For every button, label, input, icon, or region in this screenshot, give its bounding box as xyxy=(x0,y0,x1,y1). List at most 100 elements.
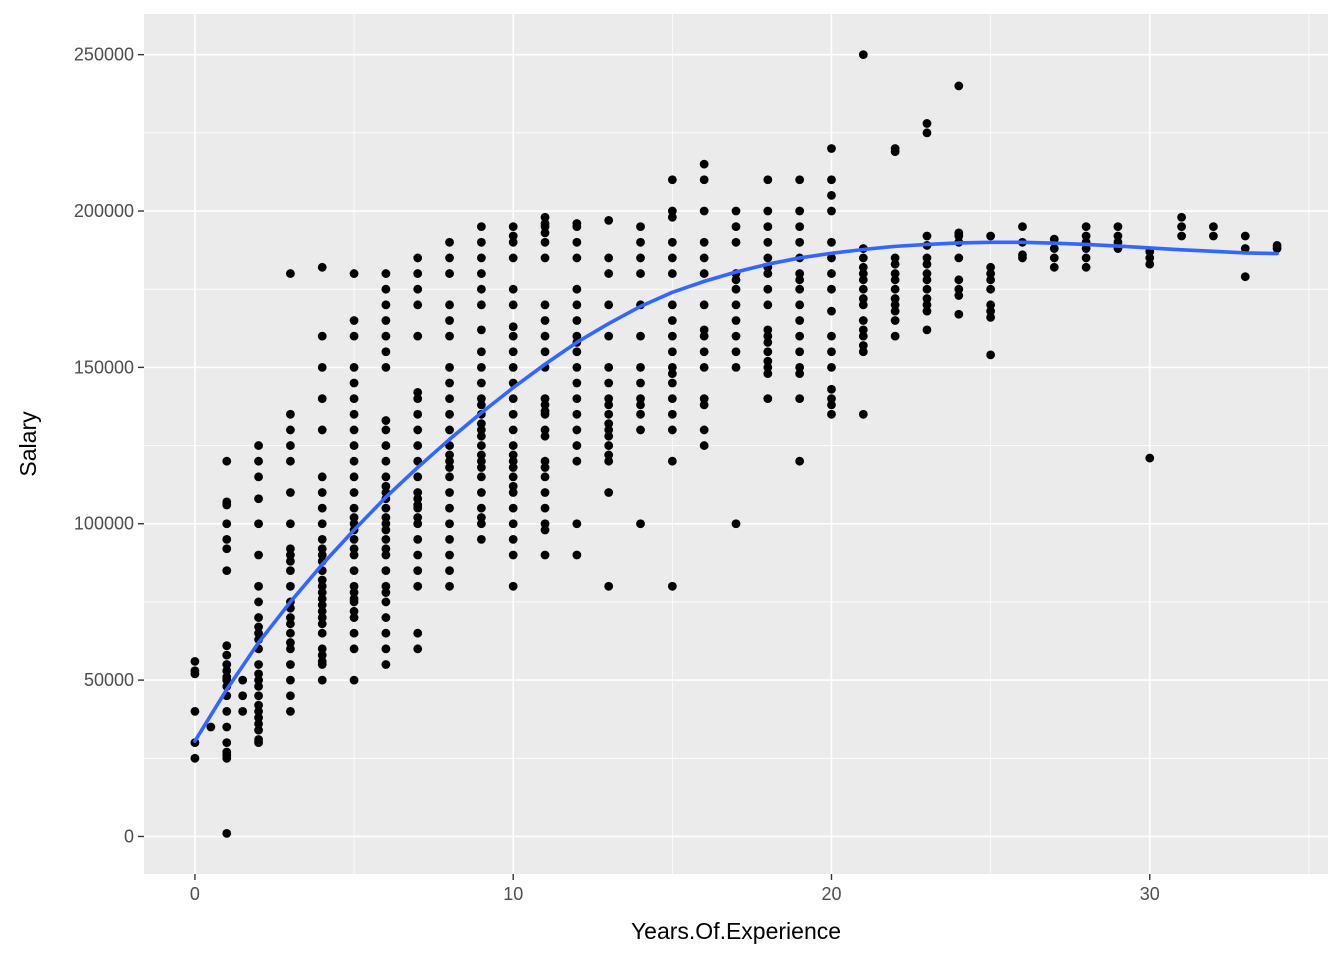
data-point xyxy=(827,190,836,200)
data-point xyxy=(890,253,900,263)
data-point xyxy=(604,431,614,441)
data-point xyxy=(222,500,232,510)
data-point xyxy=(286,544,295,554)
data-point xyxy=(986,312,996,322)
x-axis-ticks: 0 10 20 30 xyxy=(190,874,1160,904)
data-point xyxy=(317,472,327,482)
data-point xyxy=(381,628,391,638)
data-point xyxy=(540,347,550,357)
data-point xyxy=(763,222,773,232)
data-point xyxy=(890,259,900,269)
data-point xyxy=(254,738,263,748)
data-point xyxy=(795,275,805,285)
data-point xyxy=(858,275,868,285)
data-point xyxy=(413,581,423,591)
data-point xyxy=(286,675,295,685)
data-point xyxy=(636,400,645,410)
data-point xyxy=(986,262,996,272)
data-point xyxy=(317,534,327,544)
data-point xyxy=(254,706,263,716)
data-point xyxy=(381,588,391,597)
data-point xyxy=(540,253,550,263)
data-point xyxy=(381,300,391,310)
data-point xyxy=(540,228,550,238)
data-point xyxy=(381,566,391,576)
data-point xyxy=(604,394,614,404)
data-point xyxy=(890,306,900,316)
data-point xyxy=(286,638,295,647)
data-point xyxy=(890,294,900,303)
data-point xyxy=(445,534,454,544)
data-point xyxy=(413,394,423,404)
data-point xyxy=(413,550,423,560)
data-point xyxy=(795,222,805,232)
data-point xyxy=(954,291,964,300)
data-point xyxy=(667,300,677,310)
data-point xyxy=(636,378,645,388)
data-point xyxy=(667,175,677,185)
data-point xyxy=(604,378,614,388)
data-point xyxy=(763,347,773,357)
data-point xyxy=(286,613,295,622)
data-point xyxy=(922,284,932,294)
data-point xyxy=(636,362,645,372)
data-point xyxy=(413,513,423,522)
data-point xyxy=(413,503,423,513)
data-point xyxy=(254,700,263,710)
data-point xyxy=(317,581,327,591)
data-point xyxy=(445,503,454,513)
data-point xyxy=(540,525,550,535)
data-point xyxy=(636,394,645,404)
data-point xyxy=(795,206,805,216)
data-point xyxy=(317,650,327,660)
data-point xyxy=(572,300,582,310)
data-point xyxy=(667,394,677,404)
data-point xyxy=(508,463,518,472)
data-point xyxy=(572,441,582,450)
data-point xyxy=(1018,222,1027,232)
data-point xyxy=(254,681,263,691)
plot-panel xyxy=(144,14,1328,874)
data-point xyxy=(317,606,327,616)
data-point xyxy=(667,456,677,466)
data-point xyxy=(254,713,263,723)
data-point xyxy=(572,316,582,325)
smooth-trend-line xyxy=(193,240,1279,743)
data-point xyxy=(445,394,454,404)
data-point xyxy=(795,316,805,325)
data-point xyxy=(1177,212,1186,222)
data-point xyxy=(763,237,773,247)
data-point xyxy=(763,356,773,366)
data-point xyxy=(827,384,836,394)
data-point xyxy=(317,394,327,404)
data-point xyxy=(445,409,454,419)
data-point xyxy=(222,722,232,732)
y-axis-ticks: 0 50000 100000 150000 200000 250000 xyxy=(74,45,144,846)
data-point xyxy=(286,556,295,566)
data-point xyxy=(986,306,996,316)
data-point xyxy=(667,212,677,222)
data-point xyxy=(667,331,677,341)
data-point xyxy=(699,269,709,278)
data-point xyxy=(317,675,327,685)
data-point xyxy=(222,706,232,716)
data-point xyxy=(381,544,391,554)
data-point xyxy=(540,456,550,466)
data-point xyxy=(317,262,327,272)
data-point xyxy=(763,369,773,379)
data-point xyxy=(349,472,359,482)
data-point xyxy=(349,441,359,450)
data-point xyxy=(890,300,900,310)
data-point xyxy=(508,284,518,294)
data-point xyxy=(1240,272,1250,282)
data-point xyxy=(190,706,200,716)
data-point xyxy=(699,441,709,450)
data-point xyxy=(572,550,582,560)
data-point xyxy=(795,394,805,404)
data-point xyxy=(476,503,486,513)
data-point xyxy=(858,50,868,60)
data-point xyxy=(222,666,232,676)
data-point xyxy=(238,706,248,716)
data-point xyxy=(349,503,359,513)
